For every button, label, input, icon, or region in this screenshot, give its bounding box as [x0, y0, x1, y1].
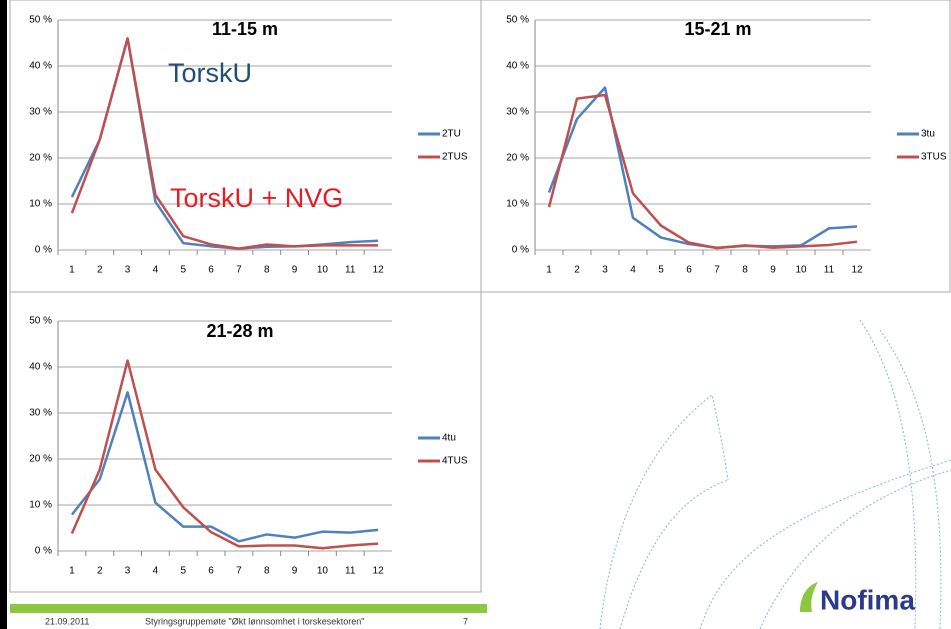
y-tick-label: 20 % — [29, 454, 52, 465]
y-tick-label: 0 % — [35, 245, 52, 256]
left-edge — [0, 0, 7, 629]
x-tick-label: 9 — [292, 265, 298, 276]
chart-title: 21-28 m — [206, 321, 273, 341]
x-tick-label: 7 — [236, 566, 242, 577]
y-tick-label: 30 % — [506, 107, 529, 118]
annotation: TorskU — [168, 58, 252, 88]
x-tick-label: 4 — [153, 265, 159, 276]
y-tick-label: 40 % — [506, 61, 529, 72]
x-tick-label: 2 — [97, 265, 103, 276]
x-tick-label: 12 — [851, 265, 863, 276]
line — [70, 391, 379, 543]
x-tick-label: 5 — [180, 566, 186, 577]
x-tick-label: 8 — [264, 566, 270, 577]
x-tick-label: 2 — [97, 566, 103, 577]
annotation: TorskU + NVG — [170, 183, 343, 213]
footer-text: Styringsgruppemøte "Økt lønnsomhet i tor… — [145, 616, 364, 626]
y-tick-label: 20 % — [506, 153, 529, 164]
x-tick-label: 9 — [292, 566, 298, 577]
decoration — [599, 319, 951, 629]
y-tick-label: 30 % — [29, 107, 52, 118]
x-tick-label: 8 — [742, 265, 748, 276]
x-tick-label: 12 — [373, 265, 385, 276]
y-tick-label: 10 % — [506, 199, 529, 210]
footer-page: 7 — [463, 616, 468, 626]
legend-label: 3tu — [921, 129, 935, 140]
x-tick-label: 4 — [153, 566, 159, 577]
logo: Nofima — [820, 584, 915, 615]
x-tick-label: 6 — [208, 566, 214, 577]
x-tick-label: 3 — [125, 265, 131, 276]
x-tick-label: 5 — [658, 265, 664, 276]
x-tick-label: 3 — [602, 265, 608, 276]
x-tick-label: 3 — [125, 566, 131, 577]
x-tick-label: 1 — [69, 265, 75, 276]
y-tick-label: 0 % — [512, 245, 529, 256]
x-tick-label: 6 — [686, 265, 692, 276]
chart-title: 15-21 m — [684, 19, 751, 39]
y-tick-label: 40 % — [29, 61, 52, 72]
panel — [9, 291, 482, 593]
line — [70, 37, 379, 250]
chart-title: 11-15 m — [212, 19, 278, 39]
y-tick-label: 30 % — [29, 408, 52, 419]
footer-date: 21.09.2011 — [45, 616, 89, 626]
y-tick-label: 10 % — [29, 199, 52, 210]
legend-label: 2TUS — [442, 152, 468, 163]
legend-label: 4tu — [442, 433, 456, 444]
footer-bar — [10, 604, 487, 613]
x-tick-label: 7 — [236, 265, 242, 276]
x-tick-label: 1 — [69, 566, 75, 577]
legend-label: 3TUS — [921, 152, 947, 163]
x-tick-label: 11 — [345, 265, 356, 276]
x-tick-label: 8 — [264, 265, 270, 276]
x-tick-label: 7 — [714, 265, 720, 276]
line — [70, 359, 379, 550]
y-tick-label: 50 % — [29, 316, 52, 327]
y-tick-label: 0 % — [35, 546, 52, 557]
x-tick-label: 9 — [770, 265, 776, 276]
legend-label: 2TU — [442, 129, 461, 140]
x-tick-label: 10 — [317, 566, 329, 577]
y-tick-label: 40 % — [29, 362, 52, 373]
line — [547, 93, 858, 250]
y-tick-label: 10 % — [29, 500, 52, 511]
x-tick-label: 11 — [824, 265, 835, 276]
x-tick-label: 6 — [208, 265, 214, 276]
x-tick-label: 5 — [180, 265, 186, 276]
x-tick-label: 11 — [345, 566, 356, 577]
x-tick-label: 4 — [630, 265, 636, 276]
x-tick-label: 10 — [795, 265, 807, 276]
y-tick-label: 50 % — [29, 15, 52, 26]
x-tick-label: 2 — [574, 265, 580, 276]
y-tick-label: 20 % — [29, 153, 52, 164]
panel — [480, 0, 951, 293]
x-tick-label: 1 — [546, 265, 552, 276]
logo-mark — [800, 582, 818, 612]
y-tick-label: 50 % — [506, 15, 529, 26]
x-tick-label: 10 — [317, 265, 329, 276]
x-tick-label: 12 — [373, 566, 385, 577]
legend-label: 4TUS — [442, 456, 468, 467]
